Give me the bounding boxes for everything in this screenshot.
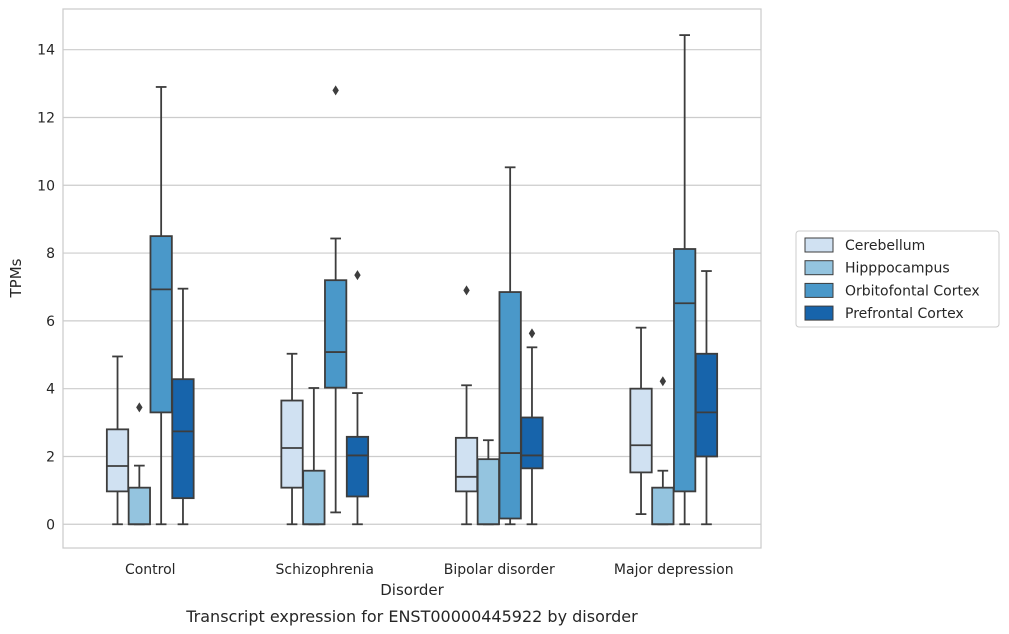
legend-label: Hipppocampus: [845, 261, 950, 277]
iqr-box: [498, 291, 522, 520]
iqr-box: [345, 435, 370, 498]
box-hipppocampus: [476, 439, 500, 526]
iqr-box: [324, 279, 348, 389]
box-prefrontal-cortex: [171, 287, 195, 526]
box-hipppocampus: [302, 387, 326, 526]
box-hipppocampus: [651, 376, 675, 526]
x-tick-label: Schizophrenia: [276, 562, 374, 578]
box-cerebellum: [280, 352, 304, 526]
y-tick-label: 12: [37, 110, 55, 126]
iqr-box: [454, 436, 479, 493]
x-axis-label: Disorder: [380, 581, 444, 599]
y-tick-labels: 0 2 4 6 8 10 12 14: [37, 43, 55, 534]
box-orbitofontal-cortex: [324, 85, 348, 514]
y-axis-label: TPMs: [7, 258, 25, 298]
chart-caption: Transcript expression for ENST0000044592…: [185, 607, 638, 626]
x-tick-labels: Control Schizophrenia Bipolar disorder Majo…: [125, 562, 734, 578]
box-cerebellum: [105, 355, 130, 526]
outlier-point: [136, 402, 143, 413]
iqr-box: [673, 248, 697, 493]
box-orbitofontal-cortex: [498, 166, 522, 526]
iqr-box: [520, 416, 544, 470]
legend-swatch: [804, 237, 834, 253]
x-tick-label: Major depression: [614, 562, 734, 578]
y-tick-label: 4: [46, 382, 55, 398]
x-tick-label: Control: [125, 562, 176, 578]
box-prefrontal-cortex: [345, 270, 370, 526]
legend-swatch: [804, 260, 834, 276]
legend-frame: [795, 230, 1000, 328]
box-prefrontal-cortex: [694, 270, 719, 526]
iqr-box: [629, 387, 653, 474]
iqr-box: [476, 458, 500, 526]
box-cerebellum: [629, 326, 653, 516]
y-tick-label: 0: [46, 517, 55, 533]
iqr-box: [149, 235, 173, 414]
iqr-box: [127, 486, 151, 526]
plot-frame: [62, 8, 762, 549]
legend-swatch: [804, 282, 834, 298]
outlier-point: [463, 285, 470, 296]
box-prefrontal-cortex: [520, 328, 544, 526]
box-cerebellum: [454, 285, 479, 526]
legend-label: Cerebellum: [845, 238, 925, 254]
legend: Cerebellum Hipppocampus Orbitofontal Corte…: [795, 230, 1000, 328]
legend-swatch: [804, 305, 834, 321]
box-orbitofontal-cortex: [149, 86, 173, 526]
box-hipppocampus: [127, 402, 151, 526]
iqr-box: [651, 486, 675, 526]
iqr-box: [302, 469, 326, 526]
outlier-point: [659, 376, 667, 387]
outlier-point: [354, 270, 361, 281]
y-tick-label: 14: [37, 43, 55, 59]
y-tick-label: 6: [46, 314, 55, 330]
iqr-box: [280, 399, 304, 489]
iqr-box: [171, 378, 195, 500]
y-tick-label: 8: [46, 246, 55, 262]
legend-label: Orbitofontal Cortex: [845, 283, 980, 299]
x-tick-label: Bipolar disorder: [444, 562, 555, 578]
iqr-box: [105, 428, 130, 493]
outlier-point: [528, 328, 536, 339]
box-series: [105, 34, 719, 526]
legend-label: Prefrontal Cortex: [845, 306, 964, 322]
y-tick-label: 10: [37, 178, 55, 194]
y-tick-label: 2: [46, 449, 55, 465]
iqr-box: [694, 352, 719, 458]
outlier-point: [332, 85, 339, 96]
